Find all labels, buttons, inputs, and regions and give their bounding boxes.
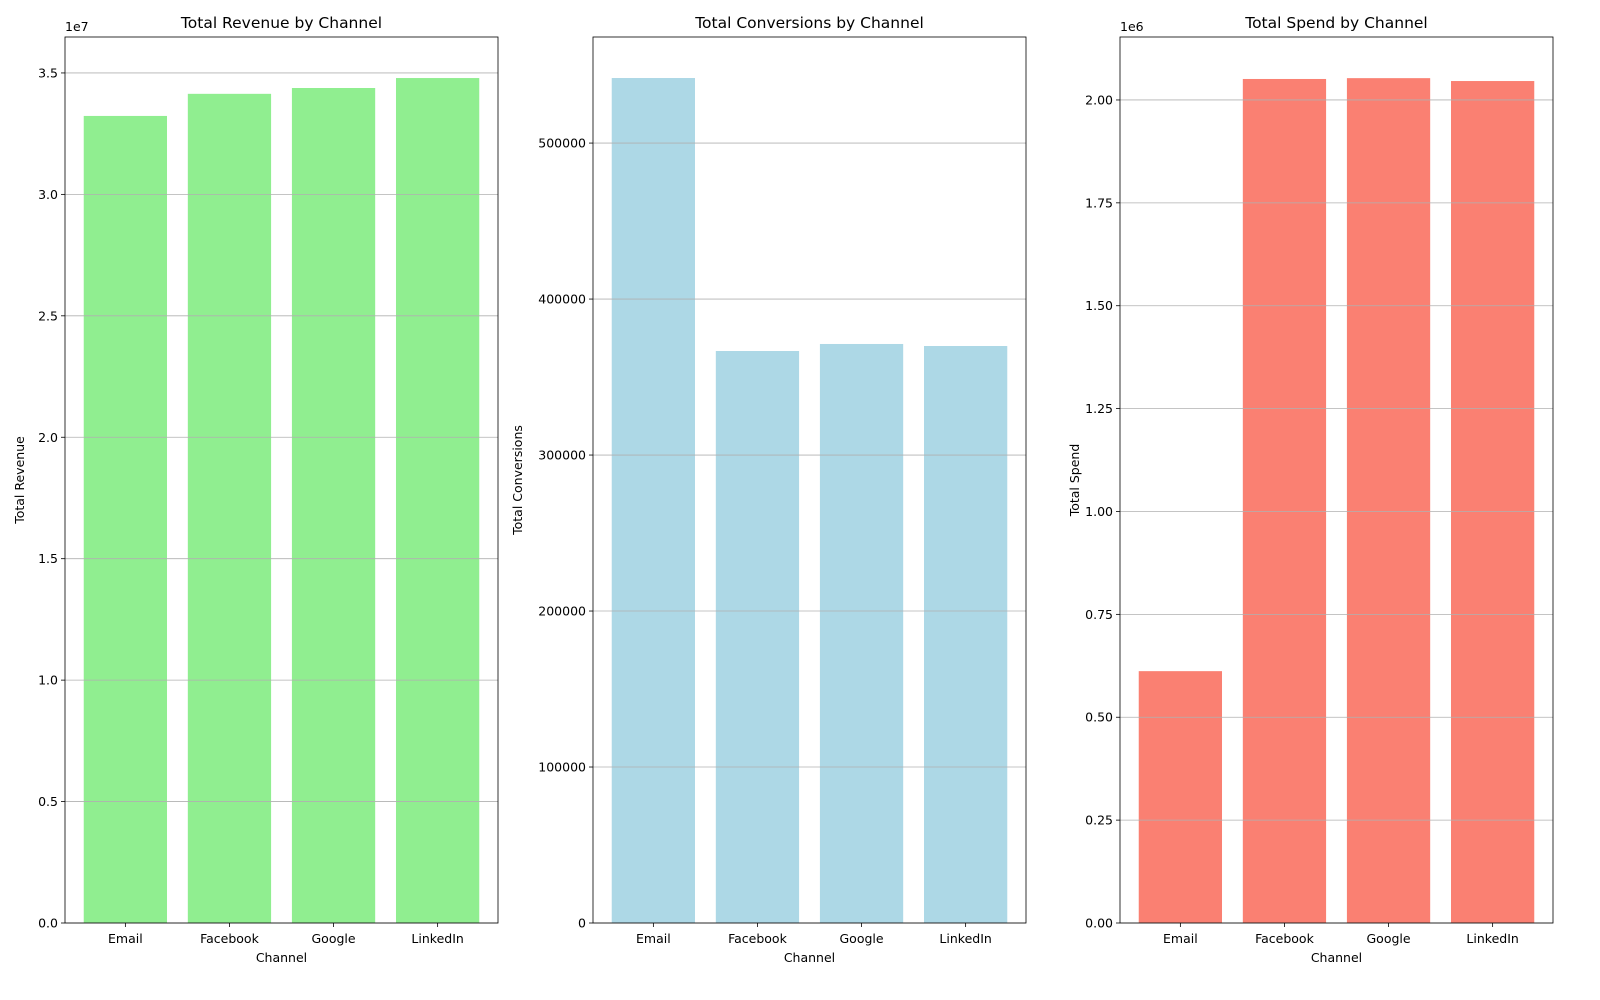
y-tick-label: 0.25 [1085, 813, 1113, 828]
chart-title: Total Spend by Channel [1244, 14, 1428, 32]
y-tick-label: 1.5 [38, 551, 58, 566]
axes-frame [64, 36, 499, 924]
x-tick-label: Email [108, 931, 143, 946]
chart-3: 0.00 0.25 0.50 0.75 1.00 1.25 1.50 1.75 2.00 Emai… [1067, 14, 1554, 965]
axes-frame [1119, 36, 1554, 924]
y-tick-label: 0.0 [38, 916, 58, 931]
x-tick-label: Facebook [1255, 931, 1314, 946]
x-tick-label: Facebook [728, 931, 787, 946]
y-tick-label: 2.00 [1085, 92, 1113, 107]
y-tick-label: 0.00 [1085, 916, 1113, 931]
x-tick-label: Facebook [200, 931, 259, 946]
y-axis-label: Total Revenue [12, 436, 27, 525]
y-tick-label: 1.0 [38, 673, 58, 688]
bar-facebook [715, 350, 800, 923]
bar-email [1138, 671, 1223, 923]
x-tick-label: Google [311, 931, 355, 946]
y-tick-label: 200000 [538, 604, 586, 619]
chart-1: 0.0 0.5 1.0 1.5 2.0 2.5 3.0 3.5 Email Facebook Goo… [12, 14, 499, 965]
y-tick-label: 300000 [538, 448, 586, 463]
x-tick-label: Email [636, 931, 671, 946]
y-tick-label: 3.0 [38, 187, 58, 202]
y-tick-label: 1.25 [1085, 401, 1113, 416]
bar-google [819, 343, 904, 923]
bar-google [291, 88, 376, 923]
bar-facebook [1242, 78, 1327, 924]
y-tick-label: 1.75 [1085, 195, 1113, 210]
bar-google [1346, 78, 1431, 924]
chart-title: Total Revenue by Channel [180, 14, 382, 32]
y-tick-label: 0.50 [1085, 710, 1113, 725]
y-tick-label: 500000 [538, 136, 586, 151]
y-tick-label: 400000 [538, 292, 586, 307]
y-axis-label: Total Conversions [510, 425, 525, 536]
x-axis-label: Channel [784, 950, 835, 965]
x-axis-label: Channel [1311, 950, 1362, 965]
y-offset-label: 1e6 [1120, 19, 1144, 34]
y-tick-label: 0.75 [1085, 607, 1113, 622]
x-tick-label: Google [839, 931, 883, 946]
y-tick-label: 1.50 [1085, 298, 1113, 313]
x-axis-label: Channel [256, 950, 307, 965]
y-tick-label: 0 [578, 916, 586, 931]
bar-linkedin [923, 346, 1008, 924]
x-tick-label: LinkedIn [939, 931, 991, 946]
y-tick-label: 2.5 [38, 308, 58, 323]
x-tick-label: LinkedIn [1466, 931, 1518, 946]
bar-facebook [187, 93, 272, 924]
bar-linkedin [1450, 81, 1535, 923]
y-tick-label: 2.0 [38, 430, 58, 445]
y-axis-label: Total Spend [1067, 444, 1082, 518]
y-tick-label: 3.5 [38, 65, 58, 80]
chart-title: Total Conversions by Channel [694, 14, 924, 32]
x-tick-label: Email [1163, 931, 1198, 946]
bar-email [83, 115, 168, 924]
x-tick-label: Google [1366, 931, 1410, 946]
y-tick-label: 1.00 [1085, 504, 1113, 519]
axes-frame [592, 36, 1027, 924]
y-offset-label: 1e7 [65, 19, 89, 34]
bar-linkedin [395, 78, 480, 923]
y-tick-label: 100000 [538, 760, 586, 775]
y-tick-label: 0.5 [38, 794, 58, 809]
chart-2: 0 100000 200000 300000 400000 500000 Email Face… [510, 14, 1027, 965]
x-tick-label: LinkedIn [411, 931, 463, 946]
bar-email [611, 78, 696, 923]
